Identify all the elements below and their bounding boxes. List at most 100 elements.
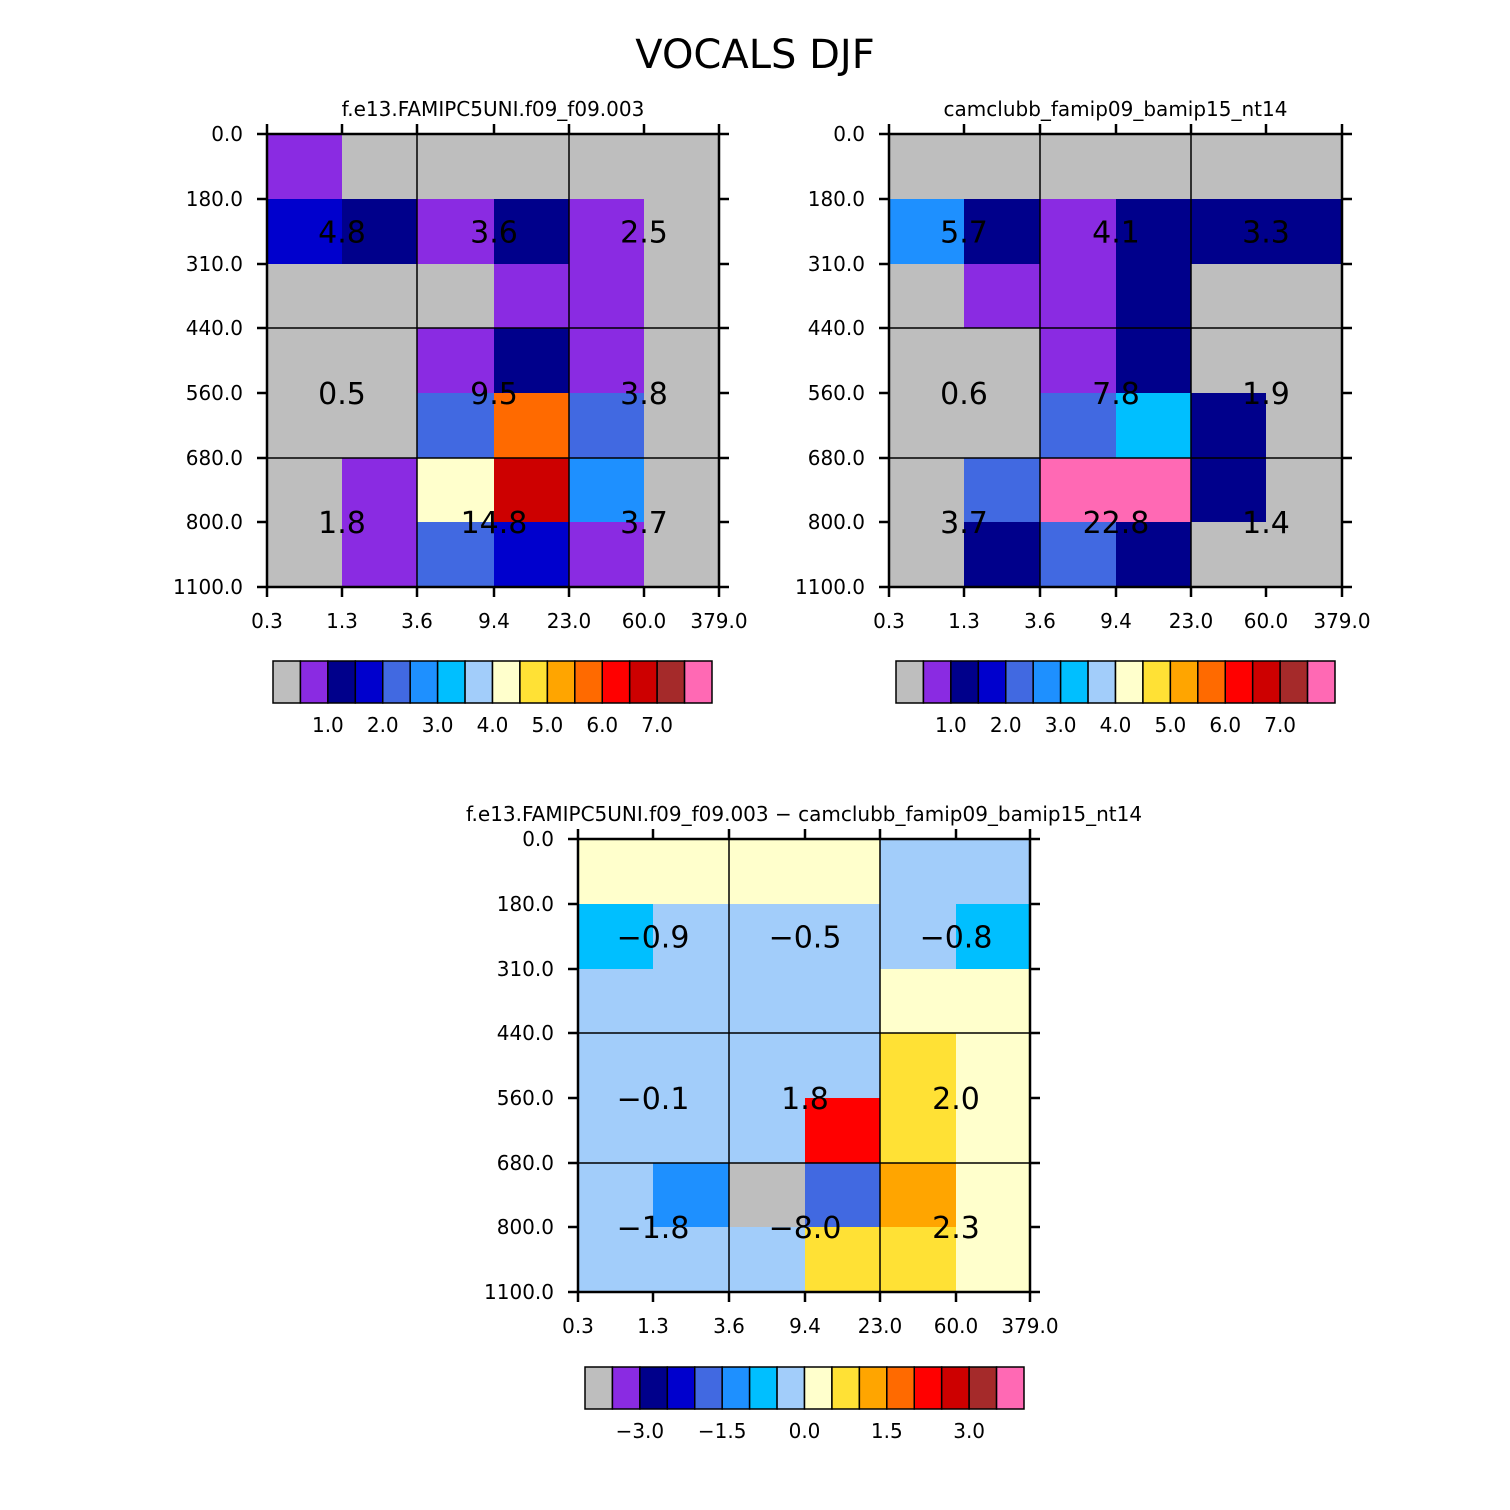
heatmap-cell (1040, 458, 1116, 522)
heatmap-cell (1266, 328, 1342, 393)
heatmap-cell (578, 969, 653, 1033)
heatmap-cell (964, 328, 1040, 393)
colorbar-box (574, 660, 603, 704)
colorbar-label: 1.0 (312, 713, 344, 737)
heatmap-cell (1266, 264, 1342, 328)
colorbar-label: 5.0 (1154, 713, 1186, 737)
y-tick-label: 180.0 (808, 187, 865, 211)
panel-title: camclubb_famip09_bamip15_nt14 (944, 97, 1288, 121)
heatmap-cell (1040, 328, 1116, 393)
x-tick-label: 1.3 (326, 609, 358, 633)
block-value-label: 0.6 (940, 377, 988, 412)
colorbar-box (1114, 660, 1144, 704)
heatmap-cell (1040, 393, 1116, 458)
colorbar-box (1197, 660, 1226, 704)
heatmap-cell (964, 134, 1040, 199)
panel-model-a: f.e13.FAMIPC5UNI.f09_f09.003 4.8 3.6 2.5 0.5… (173, 97, 748, 737)
colorbar-box (272, 660, 302, 704)
heatmap-cell (956, 1227, 1030, 1292)
heatmap-cell (889, 522, 964, 587)
colorbar-box (913, 1366, 943, 1410)
colorbar-box (858, 1366, 888, 1410)
colorbar-label: 5.0 (531, 713, 563, 737)
heatmap-cell (267, 199, 342, 264)
panel-difference: f.e13.FAMIPC5UNI.f09_f09.003 − camclubb_… (466, 802, 1142, 1443)
colorbar-box (519, 660, 549, 704)
heatmap-cell (417, 522, 494, 587)
block-value-label: 2.5 (620, 216, 668, 251)
heatmap-cell (1266, 522, 1342, 587)
heatmap-cell (342, 522, 417, 587)
heatmap-cell (964, 522, 1040, 587)
colorbar-label: 3.0 (422, 713, 454, 737)
colorbar-box (1142, 660, 1172, 704)
x-tick-label: 0.3 (251, 609, 283, 633)
heatmap-cell (1116, 199, 1191, 264)
heatmap-cell (569, 134, 644, 199)
x-tick-label: 60.0 (1244, 609, 1289, 633)
heatmap-cell (1040, 522, 1116, 587)
heatmap-cell (956, 969, 1030, 1033)
colorbar-box (721, 1366, 751, 1410)
colorbar-label: 0.0 (789, 1419, 821, 1443)
block-value-label: −0.8 (920, 921, 993, 956)
heatmap-cell (956, 1098, 1030, 1163)
y-tick-label: 1100.0 (484, 1280, 554, 1304)
heatmap-cell (342, 458, 417, 522)
heatmap-cell (653, 969, 729, 1033)
colorbar-box (546, 660, 576, 704)
heatmap-cell (805, 1098, 880, 1163)
colorbar-box (886, 1366, 915, 1410)
colorbar-box (382, 660, 411, 704)
heatmap-cell (729, 1098, 805, 1163)
heatmap-cell (494, 134, 569, 199)
block-value-label: 5.7 (940, 216, 988, 251)
heatmap-cell (494, 199, 569, 264)
colorbar-box (922, 660, 952, 704)
x-tick-label: 3.6 (713, 1314, 745, 1338)
colorbar-label: 3.0 (1045, 713, 1077, 737)
x-tick-label: 3.6 (1024, 609, 1056, 633)
heatmap-cell (417, 328, 494, 393)
x-tick-label: 3.6 (401, 609, 433, 633)
x-tick-label: 379.0 (1001, 1314, 1058, 1338)
colorbar-box (895, 660, 925, 704)
heatmap-cell (729, 839, 805, 904)
heatmap-cell (1040, 134, 1116, 199)
heatmap-cell (1116, 522, 1191, 587)
colorbar-box (940, 1366, 970, 1410)
colorbar-box (1306, 660, 1336, 704)
block-value-label: 4.1 (1092, 216, 1140, 251)
colorbar-box (436, 660, 466, 704)
block-value-label: −0.1 (617, 1082, 690, 1117)
colorbar-box (977, 660, 1007, 704)
heatmap-cell (644, 393, 719, 458)
heatmap-cell (342, 199, 417, 264)
heatmap-cell (653, 1033, 729, 1098)
block-value-label: 0.5 (318, 377, 366, 412)
block-value-label: 1.8 (318, 506, 366, 541)
heatmap-cell (729, 969, 805, 1033)
heatmap-cell (889, 458, 964, 522)
y-tick-label: 0.0 (211, 122, 243, 146)
colorbar-box (1059, 660, 1089, 704)
heatmap-cell (805, 1163, 880, 1227)
heatmap-cell (1116, 134, 1191, 199)
heatmap-cell (267, 328, 342, 393)
heatmap-cell (1040, 264, 1116, 328)
colorbar-label: 7.0 (641, 713, 673, 737)
heatmap-cell (1266, 393, 1342, 458)
block-value-label: 2.0 (932, 1082, 980, 1117)
heatmap-cell (880, 1227, 956, 1292)
panel-model-b: camclubb_famip09_bamip15_nt14 5.7 4.1 3.3 0.… (795, 97, 1371, 737)
block-value-label: −0.9 (617, 921, 690, 956)
heatmap-cell (342, 134, 417, 199)
x-tick-label: 9.4 (1100, 609, 1132, 633)
panel-title: f.e13.FAMIPC5UNI.f09_f09.003 − camclubb_… (466, 802, 1142, 826)
y-tick-label: 310.0 (497, 957, 554, 981)
heatmap-cell (880, 1033, 956, 1098)
x-tick-label: 23.0 (547, 609, 592, 633)
colorbar-box (299, 660, 329, 704)
heatmap-cell (729, 1033, 805, 1098)
heatmap-cell (342, 393, 417, 458)
